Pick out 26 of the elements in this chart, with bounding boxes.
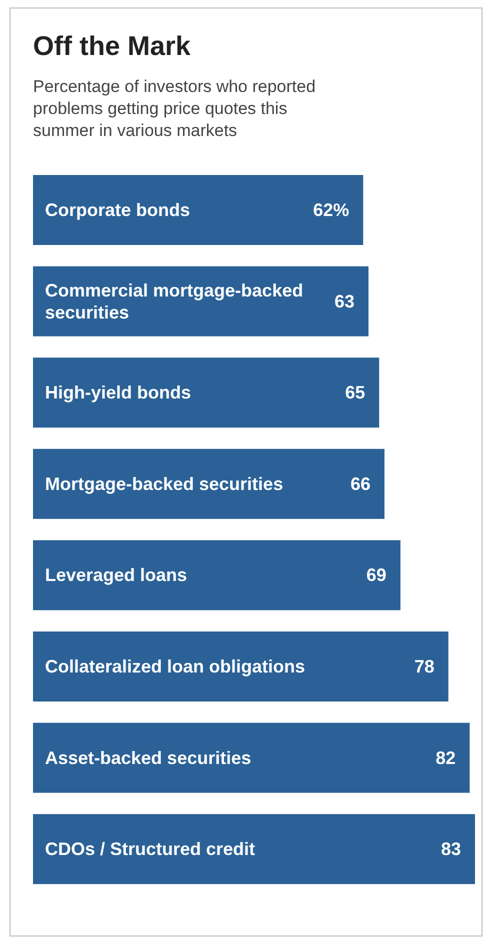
data-label: 63: [334, 291, 354, 312]
data-label: 69: [366, 565, 386, 586]
y-tick-label: Asset-backed securities: [45, 748, 252, 768]
y-tick-label: Commercial mortgage-backed securities: [45, 280, 304, 322]
y-tick-label: High-yield bonds: [45, 382, 191, 403]
bar: [33, 448, 384, 519]
bar: [33, 266, 368, 336]
data-label: 82: [436, 748, 456, 768]
bar: [33, 722, 470, 793]
data-label: 65: [345, 382, 366, 403]
y-tick-label: Mortgage-backed securities: [45, 474, 284, 494]
bar: [33, 175, 364, 245]
y-tick-label: Collateralized loan obligations: [45, 656, 306, 676]
y-tick-label: CDOs / Structured credit: [45, 839, 256, 860]
bar: [33, 632, 448, 702]
chart-subtitle: Percentage of investors who reported problems getting price quotes this summer in various markets: [33, 77, 316, 140]
bar: [33, 814, 475, 884]
bar: [33, 358, 380, 428]
chart-title: Off the Mark: [33, 31, 192, 61]
y-tick-label: Corporate bonds: [45, 200, 190, 220]
y-tick-label: Leveraged loans: [45, 565, 188, 586]
data-label: 62%: [313, 200, 350, 220]
bar: [33, 540, 400, 610]
data-label: 78: [414, 656, 434, 676]
data-label: 83: [440, 839, 461, 860]
data-label: 66: [350, 474, 370, 494]
